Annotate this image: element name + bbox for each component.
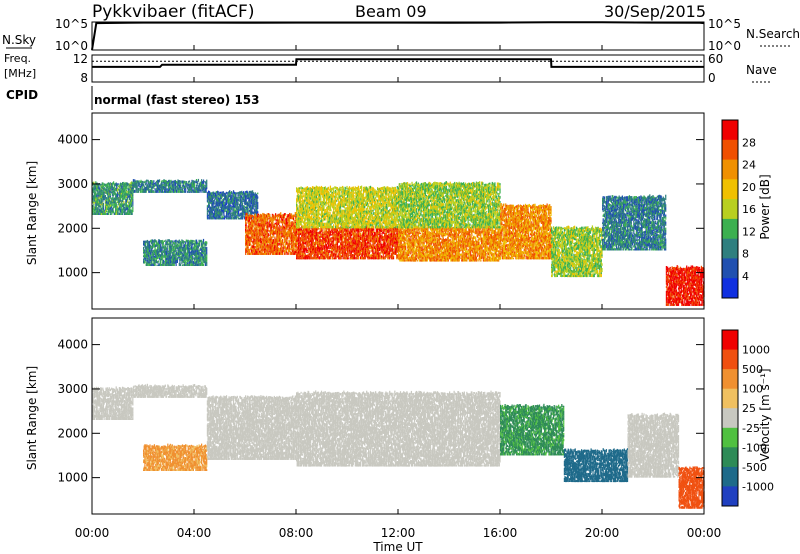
cpid-label: CPID (6, 88, 38, 102)
x-tick-label: 04:00 (177, 526, 212, 540)
x-tick-label: 12:00 (381, 526, 416, 540)
power-heatmap (92, 179, 705, 306)
velocity-region (628, 413, 680, 478)
freq-tick-top: 12 (73, 52, 88, 66)
nsearch-tick-top: 10^5 (708, 17, 741, 31)
colorbar-tick: 20 (742, 181, 756, 194)
power-region (92, 181, 133, 215)
colorbar-tick: 28 (742, 136, 756, 149)
power-colorbar: 28 24 20 16 12 8 4 (722, 120, 756, 299)
colorbar-swatch (722, 428, 738, 448)
power-region (398, 181, 501, 228)
y-tick-label: 4000 (57, 338, 88, 352)
nsky-tick-top: 10^5 (55, 17, 88, 31)
colorbar-tick: 8 (742, 248, 749, 261)
colorbar-tick: -1000 (742, 480, 774, 493)
time-axis-label: Time UT (372, 540, 423, 554)
colorbar-swatch (722, 160, 738, 180)
y-tick-label: 1000 (57, 471, 88, 485)
cpid-text: normal (fast stereo) 153 (94, 93, 260, 107)
colorbar-tick: 1000 (742, 344, 770, 357)
nave-label: Nave (746, 63, 777, 77)
colorbar-swatch (722, 467, 738, 487)
power-region (666, 265, 705, 306)
y-tick-label: 4000 (57, 133, 88, 147)
freq-tick-bottom: 8 (80, 71, 88, 85)
colorbar-tick: 16 (742, 203, 756, 216)
nave-tick-bottom: 0 (708, 71, 716, 85)
velocity-ylabel: Slant Range [km] (25, 366, 39, 470)
velocity-heatmap (92, 384, 705, 509)
colorbar-swatch (722, 330, 738, 350)
y-tick-label: 2000 (57, 221, 88, 235)
nsearch-tick-bottom: 10^0 (708, 39, 741, 53)
nsky-tick-bottom: 10^0 (55, 39, 88, 53)
power-region (143, 239, 207, 266)
colorbar-swatch (722, 486, 738, 506)
nsky-panel: N.Sky 10^5 10^0 10^5 10^0 N.Search (2, 17, 800, 53)
power-region (296, 225, 399, 259)
nave-tick-top: 60 (708, 52, 723, 66)
colorbar-swatch (722, 350, 738, 370)
velocity-region (679, 466, 705, 509)
power-region (133, 179, 208, 193)
power-ylabel: Slant Range [km] (25, 161, 39, 265)
frequency-nave-series-0 (92, 59, 704, 67)
beam-label: Beam 09 (355, 2, 427, 21)
velocity-region (92, 386, 133, 420)
velocity-region (143, 444, 207, 471)
power-panel: 1000 2000 3000 4000 Slant Range [km] 28 24 20… (25, 113, 772, 309)
colorbar-swatch (722, 278, 738, 298)
y-tick-label: 1000 (57, 266, 88, 280)
freq-panel: Freq. [MHz] 12 8 60 0 Nave (4, 52, 777, 85)
x-tick-label: 00:00 (75, 526, 110, 540)
x-tick-label: 16:00 (483, 526, 518, 540)
power-region (500, 203, 552, 259)
colorbar-swatch (722, 199, 738, 219)
radar-title: Pykkvibaer (fitACF) (92, 2, 254, 22)
colorbar-swatch (722, 120, 738, 140)
velocity-region (133, 384, 208, 398)
colorbar-swatch (722, 258, 738, 278)
colorbar-swatch (722, 447, 738, 467)
colorbar-swatch (722, 219, 738, 239)
colorbar-swatch (722, 408, 738, 428)
nsky-label: N.Sky (2, 33, 36, 47)
power-region (551, 225, 603, 277)
date-label: 30/Sep/2015 (604, 2, 706, 21)
velocity-region (500, 404, 564, 456)
x-tick-label: 20:00 (585, 526, 620, 540)
power-region (602, 194, 666, 250)
colorbar-swatch (722, 239, 738, 259)
power-region (245, 212, 297, 255)
velocity-region (296, 390, 501, 466)
colorbar-tick: 24 (742, 159, 756, 172)
power-region (398, 225, 501, 261)
nsearch-label: N.Search (746, 27, 800, 41)
colorbar-tick: -500 (742, 461, 767, 474)
velocity-colorbar-label: Velocity [m s⁻¹] (758, 368, 772, 461)
colorbar-swatch (722, 389, 738, 409)
x-tick-label: 08:00 (279, 526, 314, 540)
cpid-row: CPID normal (fast stereo) 153 (6, 86, 260, 110)
y-tick-label: 3000 (57, 382, 88, 396)
power-region (296, 186, 399, 229)
y-tick-label: 2000 (57, 426, 88, 440)
x-tick-label: 00:00 (687, 526, 722, 540)
colorbar-swatch (722, 369, 738, 389)
freq-trace (92, 59, 704, 67)
freq-label-line1: Freq. (4, 52, 31, 65)
freq-label-line2: [MHz] (4, 67, 36, 80)
velocity-region (564, 448, 628, 482)
colorbar-swatch (722, 179, 738, 199)
colorbar-tick: 4 (742, 270, 749, 283)
y-tick-label: 3000 (57, 177, 88, 191)
colorbar-tick: 25 (742, 402, 756, 415)
velocity-region (207, 395, 297, 460)
colorbar-tick: 12 (742, 225, 756, 238)
colorbar-swatch (722, 140, 738, 160)
power-colorbar-label: Power [dB] (758, 174, 772, 239)
